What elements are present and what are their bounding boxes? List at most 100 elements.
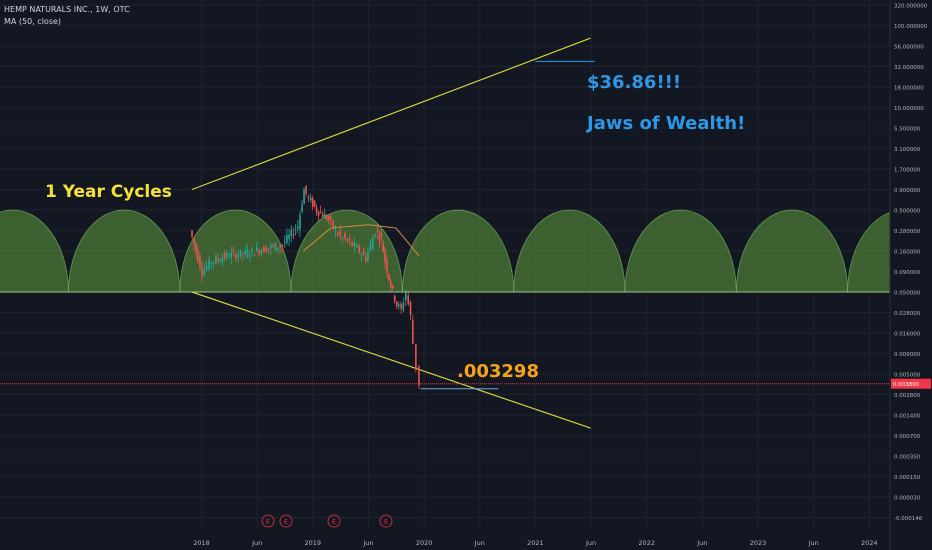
candle-body	[244, 249, 247, 254]
candle-body	[305, 185, 307, 194]
candle-body	[334, 228, 337, 231]
price-tick-label: 10.000000	[894, 106, 924, 112]
candle-body	[397, 304, 400, 307]
candle-body	[369, 243, 372, 251]
time-axis[interactable]: 2018 Jun 2019 Jun 2020 Jun 2021 Jun 2022 Jun 2023 J…	[193, 539, 877, 547]
candle-body	[389, 281, 392, 288]
candle-body	[237, 255, 240, 258]
candle-body	[199, 256, 201, 268]
candle-body	[269, 245, 272, 249]
earnings-marker-label: E	[384, 518, 388, 526]
candle-body	[386, 260, 388, 273]
cycle-arch	[735, 209, 849, 293]
indicator-label[interactable]: MA (50, close)	[4, 17, 62, 26]
candle-body	[272, 245, 274, 247]
time-tick-label: 2019	[305, 539, 322, 547]
candle-body	[412, 320, 414, 344]
candle-body	[279, 246, 281, 248]
candle-body	[242, 253, 244, 255]
cycle-arch	[513, 209, 626, 293]
candle-body	[341, 237, 344, 239]
candle-body	[191, 230, 193, 237]
candle-body	[329, 216, 332, 220]
candle-body	[286, 234, 288, 243]
price-tick-label: 0.000030	[894, 496, 921, 502]
candle-body	[395, 301, 398, 307]
candle-body	[332, 220, 334, 228]
candle-body	[230, 252, 233, 258]
candle-body	[251, 248, 253, 251]
candle-body	[400, 303, 402, 309]
price-tick-label: 3.100000	[894, 147, 921, 153]
candle-body	[221, 258, 224, 263]
candle-body	[203, 269, 206, 275]
candle-body	[210, 262, 213, 264]
candle-body	[208, 259, 210, 270]
candle-body	[219, 260, 222, 263]
candle-body	[228, 257, 230, 259]
candle-body	[260, 250, 263, 254]
candle-body	[290, 229, 293, 237]
candlesticks	[191, 185, 420, 389]
candle-body	[297, 226, 299, 229]
cycle-arch	[179, 209, 292, 293]
earnings-marker-icon	[261, 514, 275, 528]
price-axis[interactable]: 320.000000 100.000000 56.000000 32.000000 18…	[889, 0, 932, 550]
candle-body	[325, 216, 328, 221]
price-tick-label: 0.000700	[894, 434, 921, 440]
candle-body	[351, 241, 353, 246]
price-tick-label: 0.050000	[894, 291, 921, 297]
price-tick-label: 0.500000	[894, 209, 921, 215]
candle-body	[384, 249, 386, 263]
cycle-arch	[290, 209, 403, 293]
earnings-marker-label: E	[284, 518, 288, 526]
candle-body	[201, 267, 203, 276]
price-tick-label: 0.009000	[894, 352, 921, 358]
candle-body	[313, 200, 316, 207]
candle-body	[225, 252, 228, 258]
earnings-marker-icon	[279, 514, 293, 528]
candle-body	[212, 261, 215, 263]
time-tick-label: Jun	[808, 539, 819, 547]
cycles-annotation: 1 Year Cycles	[45, 182, 172, 202]
candle-body	[299, 214, 301, 230]
candle-body	[256, 247, 258, 251]
candle-body	[267, 248, 270, 250]
symbol-title[interactable]: HEMP NATURALS INC., 1W, OTC	[4, 5, 130, 14]
candle-body	[346, 239, 349, 241]
candle-body	[391, 285, 394, 289]
candle-body	[303, 189, 305, 205]
candle-body	[232, 251, 235, 253]
candle-body	[294, 229, 297, 231]
candle-body	[321, 214, 324, 218]
time-tick-label: Jun	[474, 539, 485, 547]
time-tick-label: Jun	[585, 539, 596, 547]
price-tag-label: 0.003800	[893, 382, 920, 388]
price-tick-label: 0.028000	[894, 311, 921, 317]
candle-body	[317, 211, 320, 216]
time-tick-label: Jun	[696, 539, 707, 547]
price-tick-label: -0.000146	[894, 516, 923, 522]
trend-lines	[191, 37, 591, 429]
candle-body	[315, 207, 318, 213]
candle-body	[415, 344, 417, 370]
candle-body	[253, 254, 256, 256]
candle-body	[374, 234, 376, 237]
cycle-arch	[401, 209, 515, 293]
candle-body	[307, 196, 310, 198]
candle-body	[407, 295, 410, 305]
price-tag	[891, 378, 931, 389]
candle-body	[239, 249, 242, 257]
candle-body	[380, 233, 383, 238]
candle-body	[197, 249, 199, 262]
candle-body	[376, 231, 379, 233]
candle-body	[205, 265, 208, 270]
candle-body	[246, 250, 249, 257]
time-tick-label: Jun	[251, 539, 262, 547]
candle-body	[337, 232, 339, 237]
candle-body	[193, 237, 195, 245]
candle-body	[223, 253, 226, 259]
candle-body	[339, 230, 342, 236]
